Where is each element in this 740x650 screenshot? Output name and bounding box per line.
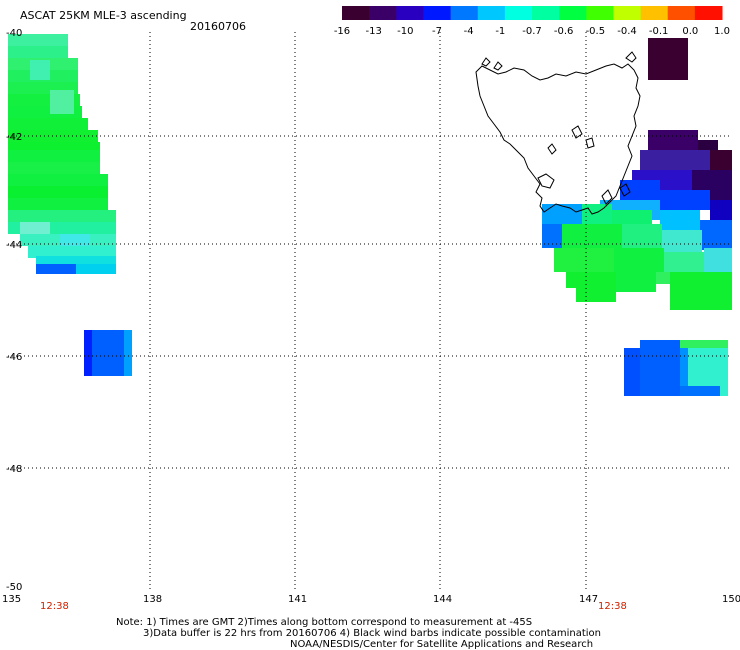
colorbar-label: -4 (464, 26, 474, 37)
grid-lines (8, 32, 732, 590)
colorbar-swatch (532, 6, 560, 20)
colorbar-swatch (586, 6, 614, 20)
data-cell (124, 330, 132, 376)
lon-label: 150 (722, 594, 740, 605)
colorbar-swatch (613, 6, 642, 20)
time-left: 12:38 (40, 601, 69, 612)
colorbar: -16 -13 -10 -7 -4 -1 -0.7 -0.6 -0.5 -0.4 -0.1 0.0 1.… (334, 6, 730, 37)
colorbar-swatch (396, 6, 424, 20)
lat-labels: -40 -42 -44 -46 -48 -50 (6, 28, 22, 593)
data-cell (614, 248, 664, 272)
data-cell (704, 248, 732, 272)
data-cell (76, 264, 116, 274)
map-date: 20160706 (190, 20, 246, 33)
colorbar-swatch (667, 6, 696, 20)
data-cell (620, 180, 660, 200)
data-cell (566, 272, 616, 288)
lat-label: -48 (6, 464, 22, 475)
lon-label: 135 (2, 594, 21, 605)
data-cell (8, 118, 88, 130)
data-cell (640, 150, 710, 170)
lat-label: -42 (6, 132, 22, 143)
time-right: 12:38 (598, 601, 627, 612)
lon-label: 141 (288, 594, 307, 605)
colorbar-label: -13 (365, 26, 381, 37)
data-cell (576, 288, 616, 302)
lon-labels: 135 138 141 144 147 150 (2, 594, 740, 605)
lat-label: -40 (6, 28, 22, 39)
data-cell (8, 198, 108, 210)
data-cell (8, 150, 100, 162)
colorbar-label: -7 (432, 26, 442, 37)
data-cell (582, 204, 612, 224)
coastline-tasmania (475, 51, 641, 215)
colorbar-swatch (694, 6, 723, 20)
note-line-1: Note: 1) Times are GMT 2)Times along bot… (116, 617, 532, 628)
colorbar-label: -0.6 (554, 26, 574, 37)
colorbar-swatch (477, 6, 506, 20)
lat-label: -44 (6, 240, 22, 251)
colorbar-label: -10 (397, 26, 413, 37)
note-line-3: NOAA/NESDIS/Center for Satellite Applica… (290, 639, 593, 650)
data-cell (542, 204, 582, 224)
data-cell (8, 46, 68, 58)
colorbar-label: -0.7 (522, 26, 542, 37)
colorbar-label: -1 (495, 26, 505, 37)
data-cell (662, 230, 702, 254)
data-cell (8, 186, 108, 198)
map-title: ASCAT 25KM MLE-3 ascending (20, 9, 187, 22)
data-cell (20, 222, 50, 234)
data-cell (660, 190, 710, 210)
lat-label: -46 (6, 352, 22, 363)
data-cell (8, 174, 108, 186)
lon-label: 144 (433, 594, 452, 605)
colorbar-label: -0.4 (617, 26, 637, 37)
data-cells (8, 34, 732, 396)
data-cell (680, 386, 720, 396)
colorbar-swatch (342, 6, 370, 20)
colorbar-swatch (423, 6, 452, 20)
colorbar-swatch (640, 6, 669, 20)
data-cell (8, 210, 116, 222)
colorbar-swatch (559, 6, 587, 20)
data-cell (30, 60, 50, 80)
colorbar-label: -0.1 (649, 26, 669, 37)
data-cell (680, 348, 688, 396)
data-cell (50, 90, 74, 114)
data-cell (8, 162, 100, 174)
data-cell (60, 234, 90, 246)
data-cell (92, 330, 124, 376)
colorbar-label: 1.0 (714, 26, 730, 37)
note-line-2: 3)Data buffer is 22 hrs from 20160706 4)… (143, 628, 601, 639)
data-cell (542, 224, 562, 248)
colorbar-label: -0.5 (586, 26, 606, 37)
data-cell (624, 348, 640, 396)
colorbar-label: -16 (334, 26, 350, 37)
data-cell (640, 340, 680, 396)
data-cell (700, 220, 732, 250)
data-cell (670, 272, 732, 288)
lon-label: 147 (579, 594, 598, 605)
data-cell (680, 340, 728, 348)
lat-label: -50 (6, 582, 22, 593)
colorbar-swatch (504, 6, 533, 20)
data-cell (670, 288, 732, 310)
data-cell (648, 38, 688, 80)
data-cell (616, 272, 656, 292)
data-cell (660, 210, 700, 230)
data-cell (648, 130, 698, 150)
data-cell (36, 264, 76, 274)
colorbar-label: 0.0 (682, 26, 698, 37)
data-cell (28, 246, 116, 258)
data-cell (84, 330, 92, 376)
data-cell (664, 252, 704, 272)
lon-label: 138 (143, 594, 162, 605)
data-cell (36, 256, 116, 264)
data-cell (554, 248, 614, 272)
colorbar-swatch (450, 6, 479, 20)
data-cell (8, 34, 68, 46)
colorbar-swatch (369, 6, 397, 20)
